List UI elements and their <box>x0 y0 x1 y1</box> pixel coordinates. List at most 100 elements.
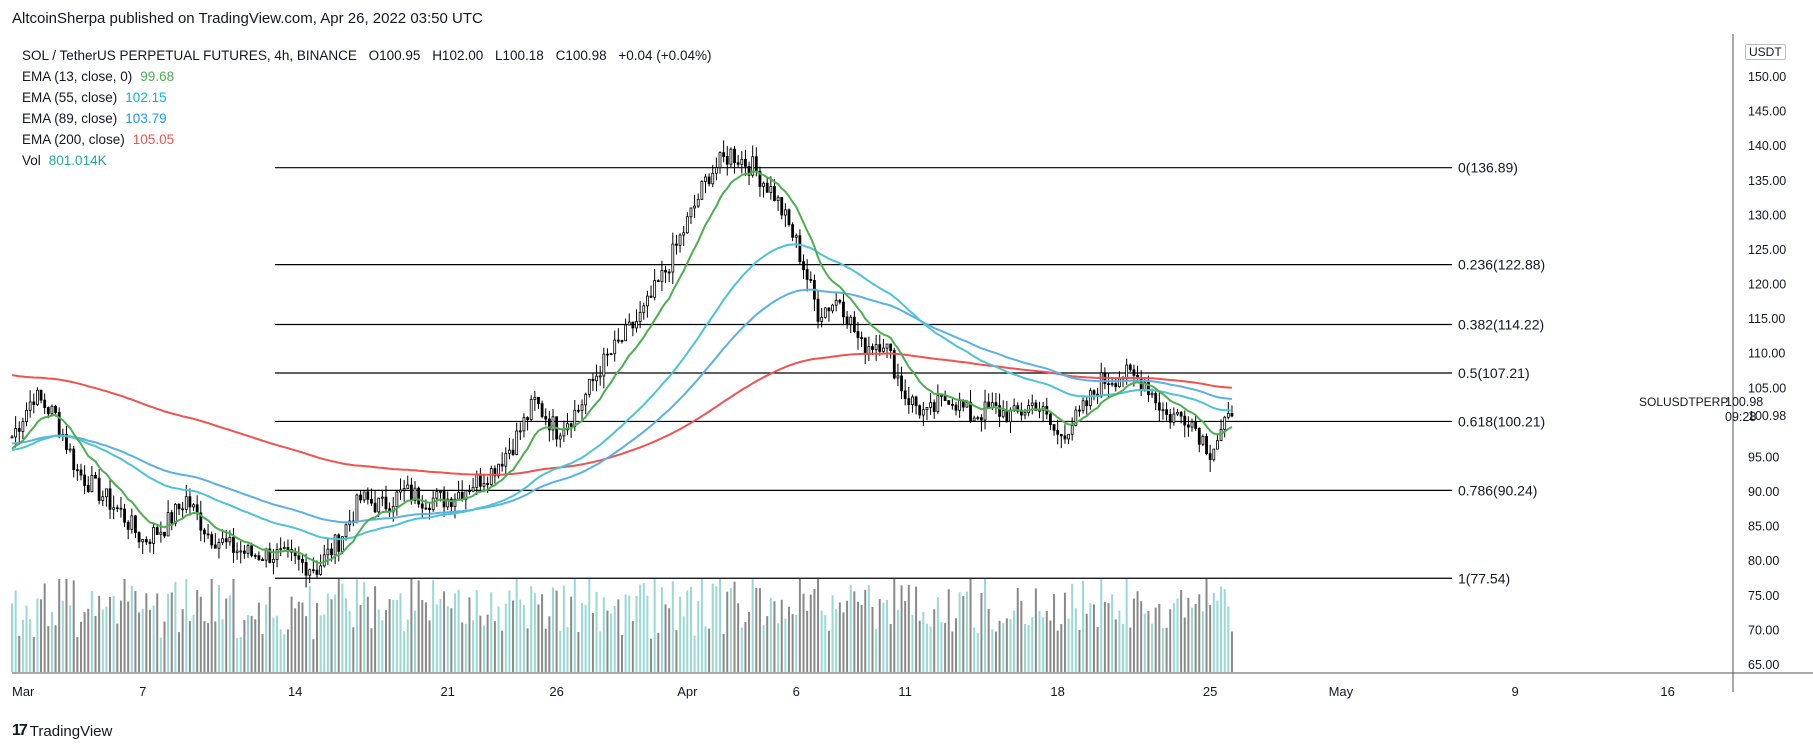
volume-bar <box>1107 603 1110 672</box>
volume-bar <box>145 593 148 672</box>
candle-body <box>1016 405 1020 412</box>
volume-bar <box>1223 589 1226 672</box>
volume-bar <box>1220 586 1223 672</box>
volume-bar <box>159 637 162 672</box>
candle-body <box>577 409 580 412</box>
candle-body <box>551 416 555 431</box>
volume-bar <box>294 608 297 672</box>
volume-bar <box>453 593 456 672</box>
volume-bar <box>1103 601 1106 672</box>
candle-body <box>907 398 911 406</box>
volume-bar <box>787 606 790 672</box>
candle-body <box>729 148 733 165</box>
volume-bar <box>138 612 141 672</box>
candle-body <box>261 559 264 561</box>
volume-bar <box>130 585 133 672</box>
indicator-ema13[interactable]: EMA (13, close, 0) 99.68 <box>22 66 713 87</box>
candle-body <box>602 353 606 377</box>
candle-body <box>1176 412 1179 415</box>
candle-body <box>533 396 537 400</box>
volume-bar <box>1038 610 1041 672</box>
volume-bar <box>817 579 820 672</box>
volume-bar <box>555 590 558 672</box>
volume-bar <box>559 630 562 672</box>
indicator-volume[interactable]: Vol 801.014K <box>22 150 713 171</box>
candle-body <box>221 538 224 543</box>
volume-bar <box>421 600 424 672</box>
volume-bar <box>475 590 478 672</box>
candle-body <box>794 235 798 238</box>
candle-body <box>1186 424 1190 428</box>
volume-bar <box>762 624 765 672</box>
ema-lines <box>11 170 1233 565</box>
volume-bar <box>729 588 732 672</box>
candle-body <box>1230 413 1234 417</box>
indicator-ema89[interactable]: EMA (89, close) 103.79 <box>22 108 713 129</box>
candle-body <box>914 396 918 407</box>
volume-bar <box>1053 594 1056 672</box>
volume-bar <box>508 590 511 672</box>
volume-bar <box>526 628 529 672</box>
indicator-label: EMA (13, close, 0) <box>22 69 133 84</box>
price-tick-label: 65.00 <box>1748 658 1779 672</box>
volume-bar <box>72 580 75 672</box>
candle-body <box>689 207 693 218</box>
volume-bar <box>875 628 878 672</box>
candle-body <box>134 515 137 533</box>
volume-bar <box>1154 607 1157 672</box>
candle-body <box>707 176 711 185</box>
candle-body <box>976 417 980 420</box>
candle-body <box>1150 392 1154 396</box>
volume-bar <box>682 616 685 672</box>
volume-bar <box>424 602 427 672</box>
price-tick-label: 115.00 <box>1748 312 1785 326</box>
volume-bar <box>69 605 72 672</box>
candle-body <box>101 496 105 501</box>
chart-legend: SOL / TetherUS PERPETUAL FUTURES, 4h, BI… <box>22 45 713 171</box>
volume-bar <box>1227 606 1230 672</box>
candle-body <box>1088 390 1092 406</box>
volume-bar <box>606 610 609 672</box>
candle-body <box>773 186 776 201</box>
volume-bar <box>1201 611 1204 672</box>
candle-body <box>591 378 595 382</box>
volume-bar <box>188 621 191 672</box>
volume-bar <box>377 609 380 672</box>
candle-body <box>1201 435 1205 445</box>
volume-bar <box>148 609 151 672</box>
volume-bar <box>1212 592 1215 672</box>
volume-bar <box>657 632 660 672</box>
indicator-ema200[interactable]: EMA (200, close) 105.05 <box>22 129 713 150</box>
candle-body <box>787 209 791 226</box>
tradingview-logo[interactable]: 17 TradingView <box>12 722 112 740</box>
volume-bar <box>464 623 467 672</box>
volume-bar <box>940 621 943 672</box>
volume-bar <box>268 586 271 672</box>
candle-body <box>449 498 453 507</box>
volume-bar <box>1023 623 1026 672</box>
candle-body <box>181 508 185 511</box>
volume-bar <box>1187 597 1190 672</box>
candle-body <box>573 409 577 427</box>
indicator-ema55[interactable]: EMA (55, close) 102.15 <box>22 87 713 108</box>
volume-bar <box>925 623 928 672</box>
volume-bar <box>907 584 910 672</box>
candle-body <box>1005 410 1009 423</box>
volume-bar <box>766 616 769 672</box>
volume-bar <box>951 631 954 672</box>
price-unit-label[interactable]: USDT <box>1745 44 1786 60</box>
candle-body <box>1132 369 1136 376</box>
fib-label: 0.618(100.21) <box>1458 413 1545 429</box>
volume-bar <box>1056 630 1059 672</box>
volume-bar <box>366 596 369 672</box>
volume-bar <box>210 579 213 672</box>
volume-bar <box>403 631 406 672</box>
candle-body <box>704 176 707 182</box>
fib-label: 0.382(114.22) <box>1458 317 1544 333</box>
price-tick-label: 120.00 <box>1748 278 1786 292</box>
volume-bar <box>533 593 536 672</box>
candle-body <box>417 487 421 505</box>
volume-bar <box>842 612 845 672</box>
symbol-name[interactable]: SOL / TetherUS PERPETUAL FUTURES, 4h, BI… <box>22 48 357 63</box>
